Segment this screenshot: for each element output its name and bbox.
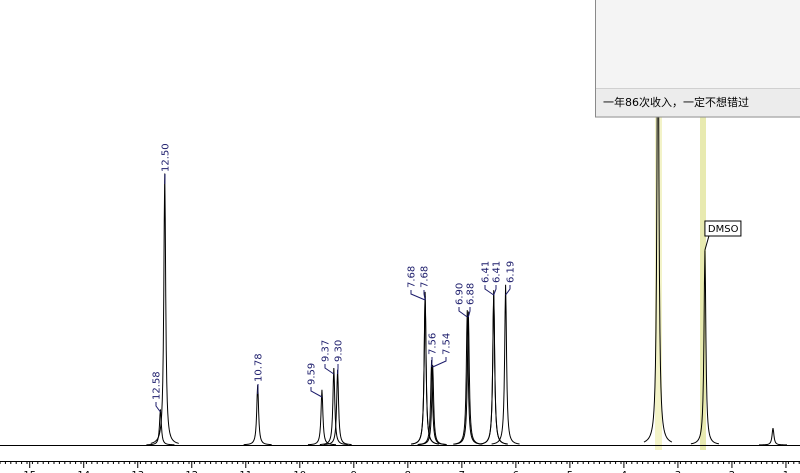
x-tick-label: 4 [621,470,627,473]
peak-label: 10.78 [254,353,265,382]
peak [323,369,352,446]
peak-label: 6.88 [466,283,477,305]
axis-ticks: 15 14 13 12 11 10 9 8 7 6 5 4 3 2 1 [0,461,800,473]
peak-label: 9.59 [307,363,318,385]
highlight-band [700,0,706,450]
popup: 一年86次收入，一定不想错过 [595,0,800,118]
x-tick-label: 7 [459,470,465,473]
peak-label: 6.90 [455,283,466,305]
peak-label: 6.19 [506,261,517,283]
label-leader [324,364,335,375]
peak-label: 12.50 [161,143,172,172]
x-tick-label: 1 [783,470,789,473]
x-tick-label: 10 [293,470,306,473]
peak-label: 12.58 [152,371,163,400]
peak-label: 6.41 [492,261,503,283]
peak-label: 7.68 [420,266,431,288]
peak [307,389,336,446]
peaks [146,0,787,446]
label-leader [310,387,323,398]
annotation-label: DMSO [708,224,739,235]
label-leader [155,402,161,413]
x-tick-label: 5 [567,470,573,473]
peak [319,367,348,446]
x-tick-label: 13 [131,470,144,473]
x-tick-label: 8 [405,470,411,473]
peak-label: 9.37 [321,340,332,362]
x-tick-label: 2 [729,470,735,473]
label-leader [423,290,426,301]
peak [643,0,673,443]
label-leader [493,285,497,296]
peak-label: 7.68 [407,266,418,288]
label-leader [432,357,447,368]
x-tick-label: 3 [675,470,681,473]
label-leader [484,285,495,296]
peak [454,311,483,445]
peak [418,364,447,446]
x-tick-label: 9 [351,470,357,473]
popup-text: 一年86次收入，一定不想错过 [603,95,749,109]
x-tick-label: 15 [23,470,36,473]
label-leader [410,290,426,301]
annotation-leader [704,235,710,251]
peak [758,428,787,446]
x-tick-label: 12 [185,470,198,473]
peak [150,173,179,444]
label-leader [467,307,471,318]
peak-labels: 12.58 12.50 10.78 9.599.37 9.30 7.68 7.68 7.56 7… [152,143,742,413]
x-tick-label: 14 [77,470,90,473]
annotation-box [704,220,742,237]
label-leader [458,307,468,318]
peak [411,295,440,445]
popup-bar [596,88,800,116]
label-leader [505,285,511,296]
peak-label: 9.30 [334,340,345,362]
x-tick-label: 6 [513,470,519,473]
peak [491,284,520,445]
peak-label: 6.41 [481,261,492,283]
peak-label: 7.56 [428,333,439,355]
peak [690,250,720,445]
x-tick-label: 11 [239,470,252,473]
peak-label: 7.54 [442,333,453,355]
peak [146,409,175,446]
highlight-band [655,0,662,450]
peak [479,293,508,445]
